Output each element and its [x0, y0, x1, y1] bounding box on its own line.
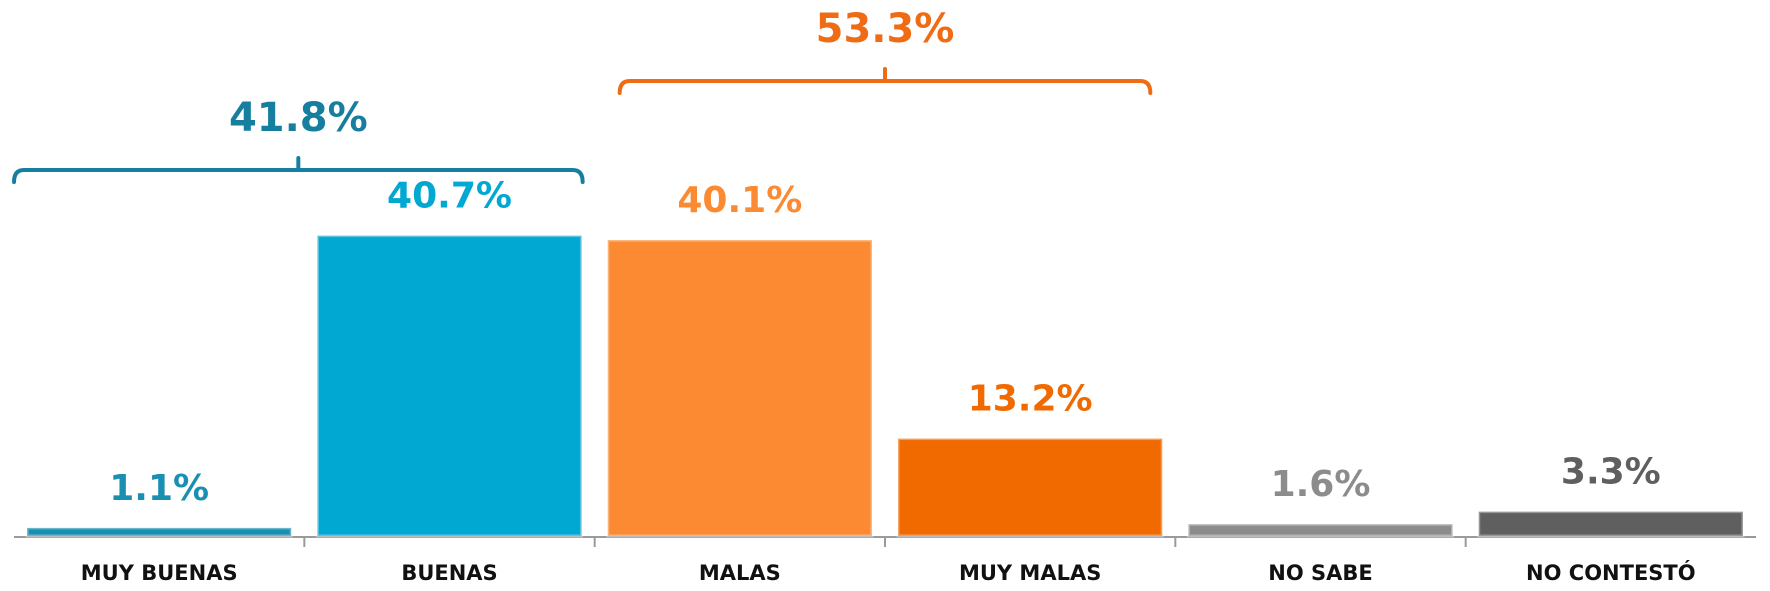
value-label: 1.1% — [109, 468, 209, 509]
bar — [896, 437, 1164, 538]
value-label: 13.2% — [968, 379, 1093, 420]
bar — [1477, 510, 1745, 538]
x-tick-label: MALAS — [699, 561, 781, 585]
bar — [606, 238, 874, 538]
group-label: 53.3% — [816, 6, 955, 52]
x-tick-label: NO SABE — [1268, 561, 1372, 585]
group-label: 41.8% — [229, 95, 368, 141]
value-label: 40.7% — [387, 176, 512, 217]
bar — [1186, 522, 1455, 538]
value-label: 40.1% — [677, 180, 802, 221]
value-label: 3.3% — [1561, 452, 1661, 493]
group-bracket — [12, 156, 585, 184]
x-tick-label: MUY BUENAS — [81, 561, 238, 585]
x-tick-label: MUY MALAS — [959, 561, 1101, 585]
x-tick-label: BUENAS — [401, 561, 497, 585]
bar — [25, 526, 293, 538]
x-tick-label: NO CONTESTÓ — [1526, 560, 1696, 585]
group-bracket — [617, 67, 1153, 95]
value-label: 1.6% — [1271, 464, 1371, 505]
bar — [315, 234, 584, 538]
